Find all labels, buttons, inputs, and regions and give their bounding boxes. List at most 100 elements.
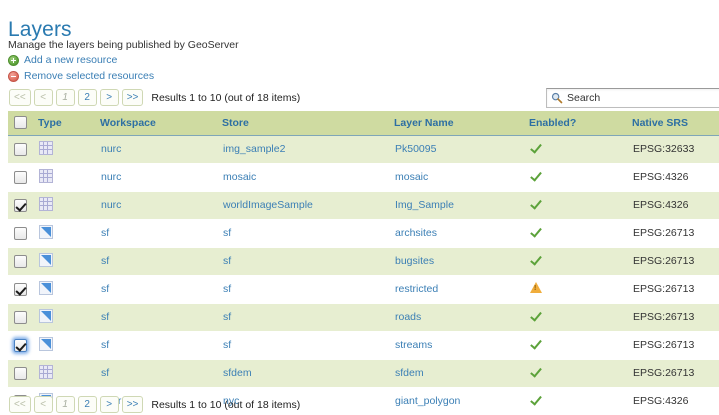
remove-selected-resources-link[interactable]: Remove selected resources (8, 69, 154, 83)
row-store-link[interactable]: img_sample2 (223, 143, 286, 155)
row-layer-name-cell: sfdem (394, 359, 529, 388)
row-type-cell (38, 359, 100, 388)
row-select-checkbox[interactable] (14, 254, 27, 268)
column-header-workspace[interactable]: Workspace (100, 111, 222, 136)
row-select-checkbox[interactable] (14, 226, 27, 240)
row-enabled-cell (529, 275, 632, 304)
row-store-link[interactable]: sfdem (223, 367, 252, 379)
row-select-checkbox[interactable] (14, 366, 27, 380)
row-workspace-link[interactable]: sf (101, 367, 110, 379)
vector-layer-icon (39, 252, 53, 267)
row-layer-name-cell: giant_polygon (394, 387, 529, 415)
row-layer-name-link[interactable]: bugsites (395, 255, 435, 267)
add-new-resource-link[interactable]: Add a new resource (8, 53, 154, 67)
table-row: nurc img_sample2 Pk50095 EPSG:32633 (8, 135, 719, 164)
row-layer-name-link[interactable]: sfdem (395, 367, 424, 379)
row-enabled-cell (529, 163, 632, 192)
check-icon (530, 198, 541, 209)
row-workspace-link[interactable]: sf (101, 311, 110, 323)
pagination-prev-button-bottom[interactable]: < (33, 396, 53, 413)
row-enabled-cell (529, 247, 632, 276)
row-store-link[interactable]: sf (223, 283, 232, 295)
pagination-first-button-bottom[interactable]: << (9, 396, 31, 413)
search-box[interactable] (546, 88, 719, 108)
search-icon (551, 92, 563, 104)
check-icon (530, 170, 541, 181)
row-layer-name-cell: archsites (394, 219, 529, 248)
row-select-cell (8, 331, 38, 360)
table-row: sf sf archsites EPSG:26713 (8, 219, 719, 248)
row-select-cell (8, 135, 38, 164)
row-store-cell: sf (222, 219, 394, 248)
pagination-page-2-button[interactable]: 2 (77, 89, 97, 106)
remove-selected-resources-label: Remove selected resources (24, 70, 155, 82)
search-input[interactable] (567, 92, 717, 104)
pagination-last-button-bottom[interactable]: >> (121, 396, 144, 413)
row-layer-name-link[interactable]: mosaic (395, 171, 429, 183)
row-select-checkbox[interactable] (14, 310, 27, 324)
row-select-checkbox[interactable] (14, 142, 27, 156)
row-workspace-link[interactable]: sf (101, 255, 110, 267)
row-layer-name-link[interactable]: archsites (395, 227, 438, 239)
row-store-link[interactable]: sf (223, 311, 232, 323)
pagination-page-1-button[interactable]: 1 (55, 89, 75, 106)
row-native-srs-cell: EPSG:32633 (632, 135, 719, 164)
column-header-store[interactable]: Store (222, 111, 394, 136)
table-row: sf sf roads EPSG:26713 (8, 303, 719, 332)
row-native-srs-cell: EPSG:26713 (632, 303, 719, 332)
row-layer-name-link[interactable]: restricted (395, 283, 439, 295)
row-layer-name-cell: Img_Sample (394, 191, 529, 220)
row-store-link[interactable]: sf (223, 227, 232, 239)
raster-layer-icon (39, 168, 53, 183)
row-type-cell (38, 247, 100, 276)
row-workspace-link[interactable]: nurc (101, 171, 122, 183)
row-layer-name-link[interactable]: Pk50095 (395, 143, 437, 155)
pagination-page-1-button-bottom[interactable]: 1 (55, 396, 75, 413)
row-select-cell (8, 303, 38, 332)
row-select-checkbox[interactable] (14, 338, 27, 352)
row-workspace-link[interactable]: sf (101, 283, 110, 295)
column-header-enabled[interactable]: Enabled? (529, 111, 632, 136)
row-type-cell (38, 303, 100, 332)
pagination-next-button[interactable]: > (99, 89, 119, 106)
row-store-link[interactable]: sf (223, 339, 232, 351)
row-select-checkbox[interactable] (14, 282, 27, 296)
pagination-next-button-bottom[interactable]: > (99, 396, 119, 413)
raster-layer-icon (39, 364, 53, 379)
row-select-checkbox[interactable] (14, 170, 27, 184)
row-workspace-link[interactable]: nurc (101, 143, 122, 155)
vector-layer-icon (39, 224, 53, 239)
row-store-link[interactable]: mosaic (223, 171, 257, 183)
pagination-prev-button[interactable]: < (33, 89, 53, 106)
row-enabled-cell (529, 303, 632, 332)
row-workspace-link[interactable]: sf (101, 339, 110, 351)
row-type-cell (38, 275, 100, 304)
check-icon (530, 394, 541, 405)
row-layer-name-link[interactable]: giant_polygon (395, 395, 461, 407)
row-workspace-link[interactable]: nurc (101, 199, 122, 211)
row-layer-name-link[interactable]: streams (395, 339, 433, 351)
row-workspace-link[interactable]: sf (101, 227, 110, 239)
row-layer-name-link[interactable]: Img_Sample (395, 199, 454, 211)
row-layer-name-link[interactable]: roads (395, 311, 422, 323)
row-layer-name-cell: restricted (394, 275, 529, 304)
add-new-resource-label: Add a new resource (24, 54, 118, 66)
select-all-checkbox[interactable] (14, 116, 27, 130)
row-store-link[interactable]: sf (223, 255, 232, 267)
row-store-link[interactable]: nyc (223, 395, 240, 407)
action-links: Add a new resource Remove selected resou… (8, 53, 154, 85)
pagination-last-button[interactable]: >> (121, 89, 144, 106)
column-header-type[interactable]: Type (38, 111, 100, 136)
row-native-srs-cell: EPSG:4326 (632, 387, 719, 415)
pagination-first-button[interactable]: << (9, 89, 31, 106)
raster-layer-icon (39, 140, 53, 155)
pagination-page-2-button-bottom[interactable]: 2 (77, 396, 97, 413)
row-store-link[interactable]: worldImageSample (223, 199, 313, 211)
row-store-cell: sf (222, 247, 394, 276)
row-select-checkbox[interactable] (14, 198, 27, 212)
column-header-native-srs[interactable]: Native SRS (632, 111, 719, 136)
row-workspace-cell: sf (100, 331, 222, 360)
check-icon (530, 310, 541, 321)
column-header-layer-name[interactable]: Layer Name (394, 111, 529, 136)
row-native-srs-cell: EPSG:26713 (632, 247, 719, 276)
